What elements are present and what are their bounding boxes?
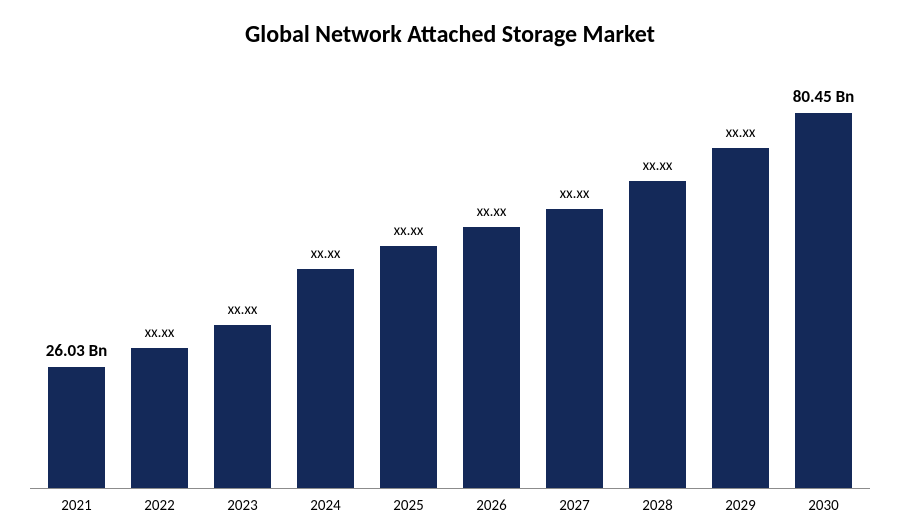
bar bbox=[629, 181, 686, 488]
x-axis-label: 2022 bbox=[120, 497, 199, 515]
bar-group: xx.xx bbox=[203, 69, 282, 488]
bar-value-label: xx.xx bbox=[726, 124, 756, 142]
bar bbox=[712, 148, 769, 488]
bar-value-label: 80.45 Bn bbox=[793, 86, 855, 107]
bar bbox=[463, 227, 520, 488]
bar bbox=[214, 325, 271, 488]
x-axis-label: 2023 bbox=[203, 497, 282, 515]
bar bbox=[795, 113, 852, 488]
bar-value-label: xx.xx bbox=[560, 185, 590, 203]
x-axis-label: 2027 bbox=[535, 497, 614, 515]
x-axis-label: 2021 bbox=[37, 497, 116, 515]
bar-group: xx.xx bbox=[452, 69, 531, 488]
x-axis-label: 2024 bbox=[286, 497, 365, 515]
bar bbox=[48, 367, 105, 488]
bar-group: xx.xx bbox=[701, 69, 780, 488]
x-axis-label: 2026 bbox=[452, 497, 531, 515]
x-axis-labels: 2021202220232024202520262027202820292030 bbox=[30, 489, 870, 515]
x-axis-label: 2029 bbox=[701, 497, 780, 515]
bar-value-label: xx.xx bbox=[145, 324, 175, 342]
x-axis-label: 2030 bbox=[784, 497, 863, 515]
bar-group: xx.xx bbox=[369, 69, 448, 488]
bar-group: xx.xx bbox=[535, 69, 614, 488]
bar bbox=[131, 348, 188, 488]
bar-group: xx.xx bbox=[120, 69, 199, 488]
bar-group: xx.xx bbox=[286, 69, 365, 488]
x-axis-label: 2028 bbox=[618, 497, 697, 515]
bar-value-label: xx.xx bbox=[311, 245, 341, 263]
plot-area: 26.03 Bn xx.xx xx.xx xx.xx xx.xx xx.xx xx.xx xx… bbox=[30, 69, 870, 489]
bar-value-label: xx.xx bbox=[228, 301, 258, 319]
bar-group: xx.xx bbox=[618, 69, 697, 488]
bar bbox=[546, 209, 603, 488]
bar bbox=[380, 246, 437, 488]
bar-value-label: 26.03 Bn bbox=[46, 340, 108, 361]
bar-value-label: xx.xx bbox=[394, 222, 424, 240]
bar bbox=[297, 269, 354, 488]
chart-container: Global Network Attached Storage Market 2… bbox=[0, 0, 900, 525]
bar-group: 80.45 Bn bbox=[784, 69, 863, 488]
bar-group: 26.03 Bn bbox=[37, 69, 116, 488]
bar-value-label: xx.xx bbox=[643, 157, 673, 175]
chart-title: Global Network Attached Storage Market bbox=[30, 20, 870, 49]
bar-value-label: xx.xx bbox=[477, 203, 507, 221]
x-axis-label: 2025 bbox=[369, 497, 448, 515]
